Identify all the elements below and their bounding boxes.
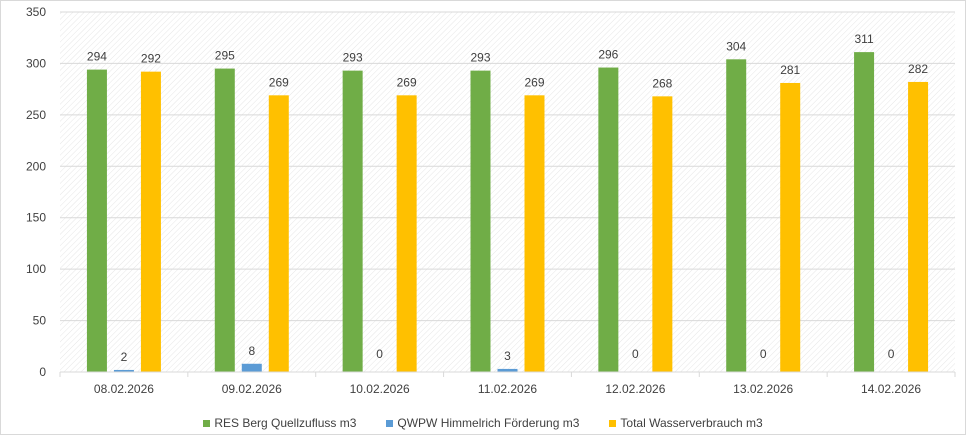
- y-tick-label: 100: [26, 262, 46, 276]
- legend-label: QWPW Himmelrich Förderung m3: [397, 416, 580, 430]
- data-label: 281: [780, 63, 800, 77]
- x-tick-label: 09.02.2026: [222, 382, 282, 396]
- data-label: 292: [141, 52, 161, 66]
- bar: [652, 96, 673, 372]
- bar: [113, 369, 134, 372]
- data-label: 294: [87, 50, 107, 64]
- bar: [396, 95, 417, 373]
- data-label: 282: [908, 62, 928, 76]
- data-label: 304: [726, 39, 746, 53]
- plot-area: [60, 12, 955, 372]
- legend-swatch: [386, 419, 394, 427]
- y-tick-label: 50: [33, 314, 47, 328]
- x-tick-label: 13.02.2026: [733, 382, 793, 396]
- bar: [470, 70, 491, 372]
- data-label: 0: [888, 347, 895, 361]
- y-tick-label: 300: [26, 56, 46, 70]
- bar: [241, 363, 262, 372]
- x-axis-ticks: 08.02.2026 09.02.2026 10.02.2026 11.02.2026…: [59, 371, 956, 396]
- x-tick-label: 11.02.2026: [478, 382, 537, 396]
- bars: [86, 52, 929, 373]
- y-tick-label: 350: [26, 5, 46, 19]
- x-tick-label: 14.02.2026: [861, 382, 921, 396]
- legend-swatch: [609, 419, 617, 427]
- data-label: 293: [343, 51, 363, 65]
- data-label: 311: [855, 32, 874, 46]
- bar: [214, 68, 235, 373]
- bar: [497, 368, 518, 372]
- y-tick-label: 150: [26, 211, 46, 225]
- bar: [854, 52, 875, 372]
- y-tick-label: 200: [26, 159, 46, 173]
- data-label: 268: [652, 76, 672, 90]
- data-label: 0: [760, 347, 767, 361]
- legend: RES Berg Quellzufluss m3 QWPW Himmelrich …: [0, 414, 966, 432]
- data-label: 0: [632, 347, 639, 361]
- y-axis-ticks: 0 50 100 150 200 250 300 350: [26, 5, 46, 379]
- data-label: 296: [598, 48, 618, 62]
- legend-item: QWPW Himmelrich Förderung m3: [386, 416, 579, 430]
- bar: [140, 71, 161, 373]
- data-labels: 294 2 292 295 8 269 293 0 269 293 3 269 296 0 268 304 0 2…: [87, 32, 928, 364]
- data-label: 269: [269, 75, 289, 89]
- data-label: 2: [121, 350, 128, 364]
- bar: [342, 70, 363, 372]
- legend-label: Total Wasserverbrauch m3: [620, 416, 763, 430]
- data-label: 295: [215, 49, 235, 63]
- legend-label: RES Berg Quellzufluss m3: [214, 416, 357, 430]
- x-tick-label: 12.02.2026: [605, 382, 665, 396]
- data-label: 3: [504, 349, 511, 363]
- bar: [524, 95, 545, 373]
- bar: [268, 95, 289, 373]
- x-tick-label: 10.02.2026: [350, 382, 410, 396]
- data-label: 269: [524, 75, 544, 89]
- bar: [908, 81, 929, 372]
- bar: [726, 59, 747, 373]
- x-tick-label: 08.02.2026: [94, 382, 154, 396]
- legend-item: Total Wasserverbrauch m3: [609, 416, 763, 430]
- data-label: 293: [470, 51, 490, 65]
- data-label: 269: [397, 75, 417, 89]
- y-tick-label: 250: [26, 108, 46, 122]
- y-tick-label: 0: [39, 365, 46, 379]
- data-label: 0: [376, 347, 383, 361]
- bar: [86, 69, 107, 372]
- data-label: 8: [248, 344, 255, 358]
- bar: [598, 67, 619, 373]
- legend-item: RES Berg Quellzufluss m3: [203, 416, 356, 430]
- bar: [780, 82, 801, 372]
- legend-swatch: [203, 419, 211, 427]
